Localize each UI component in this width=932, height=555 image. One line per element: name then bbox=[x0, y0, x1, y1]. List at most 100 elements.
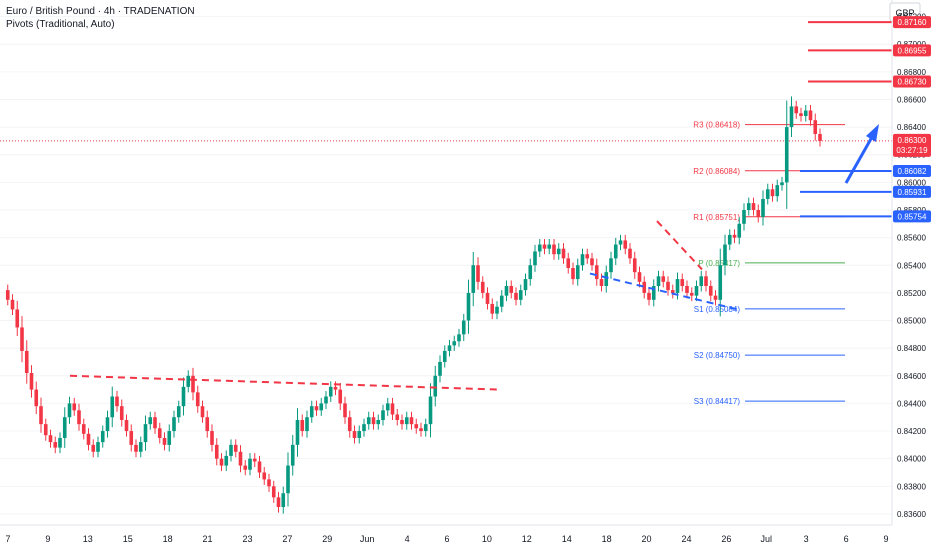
candle bbox=[233, 439, 238, 458]
candle bbox=[143, 415, 148, 451]
candle-body bbox=[651, 285, 656, 300]
price-tick-label: 0.84400 bbox=[897, 399, 926, 408]
candle-body bbox=[746, 203, 751, 210]
candle bbox=[24, 340, 29, 384]
candle bbox=[157, 422, 162, 444]
candle-body bbox=[395, 414, 400, 420]
candle bbox=[723, 234, 727, 276]
candle bbox=[347, 410, 352, 438]
candle-body bbox=[775, 185, 780, 197]
candle-body bbox=[286, 465, 290, 494]
candle bbox=[599, 273, 604, 292]
candle bbox=[632, 251, 637, 279]
candle-body bbox=[803, 110, 808, 117]
candle bbox=[305, 410, 309, 438]
candle-body bbox=[53, 442, 58, 448]
candle bbox=[670, 284, 675, 299]
pivot-lines: R3 (0.86418) R2 (0.86084) R1 (0.85751) P (0… bbox=[693, 121, 845, 406]
price-tag-bg bbox=[893, 16, 931, 29]
candle-body bbox=[376, 420, 381, 425]
candle bbox=[357, 425, 362, 444]
candle bbox=[338, 382, 343, 411]
candle-body bbox=[157, 428, 162, 438]
candle bbox=[585, 248, 590, 264]
price-tick-label: 0.86400 bbox=[897, 123, 926, 132]
candle-body bbox=[761, 198, 765, 217]
candle bbox=[134, 439, 138, 458]
candle-body bbox=[314, 406, 319, 411]
candle-body bbox=[780, 182, 784, 186]
candle-body bbox=[485, 292, 490, 304]
candle-body bbox=[105, 417, 110, 432]
candle-body bbox=[818, 134, 822, 141]
candle-body bbox=[556, 248, 561, 255]
candle-body bbox=[200, 406, 205, 418]
candle-body bbox=[86, 433, 91, 445]
time-axis[interactable]: 7 9 13 15 18 21 23 27 29 Jun 4 6 10 12 14 18 20 24 26 Jul 3 6… bbox=[0, 524, 892, 544]
candle bbox=[732, 229, 737, 244]
price-tag-label: 0.86082 bbox=[898, 167, 927, 176]
candle bbox=[10, 294, 15, 315]
time-tick-label: 7 bbox=[5, 534, 10, 544]
candle bbox=[590, 252, 594, 271]
candle bbox=[376, 414, 381, 430]
candle-body bbox=[172, 417, 176, 432]
candle bbox=[789, 96, 794, 138]
candle-body bbox=[290, 444, 295, 466]
price-tick-label: 0.85000 bbox=[897, 317, 926, 326]
candle-body bbox=[770, 189, 775, 197]
candle-body bbox=[100, 431, 105, 443]
candle bbox=[276, 491, 281, 513]
candle-body bbox=[704, 276, 708, 286]
price-tick-label: 0.84800 bbox=[897, 344, 926, 353]
time-tick-label: 9 bbox=[45, 534, 50, 544]
candle-body bbox=[81, 424, 86, 434]
candle-body bbox=[789, 106, 794, 128]
candle bbox=[761, 190, 765, 226]
candle-body bbox=[29, 373, 34, 390]
price-tag-label: 0.87160 bbox=[898, 18, 927, 27]
candle-body bbox=[276, 497, 281, 508]
candle-body bbox=[300, 420, 305, 432]
countdown-label: 03:27:19 bbox=[896, 146, 928, 155]
candle-body bbox=[10, 299, 15, 310]
candle bbox=[552, 239, 556, 260]
candle bbox=[803, 105, 808, 122]
candle-body bbox=[324, 396, 328, 404]
candle bbox=[476, 257, 480, 290]
candle-body bbox=[447, 345, 452, 351]
candle bbox=[58, 432, 62, 454]
candle-body bbox=[566, 258, 571, 269]
time-tick-label: 23 bbox=[242, 534, 252, 544]
candle bbox=[281, 486, 286, 514]
candle-body bbox=[623, 240, 628, 249]
candle-body bbox=[514, 292, 518, 300]
candle-body bbox=[599, 279, 604, 286]
candle bbox=[818, 128, 822, 147]
candle-body bbox=[233, 444, 238, 452]
candle bbox=[746, 197, 751, 216]
candle bbox=[219, 453, 224, 472]
candle bbox=[485, 287, 490, 310]
candle bbox=[248, 453, 252, 476]
candle-body bbox=[732, 234, 737, 238]
candle-body bbox=[509, 285, 514, 293]
candle-body bbox=[609, 258, 613, 273]
candle bbox=[661, 270, 666, 288]
candle bbox=[704, 270, 708, 292]
candle-body bbox=[24, 350, 29, 374]
time-tick-label: 12 bbox=[522, 534, 532, 544]
candle-body bbox=[528, 265, 533, 280]
pivot-label: P (0.85417) bbox=[698, 259, 740, 268]
candle-body bbox=[381, 410, 385, 420]
candle-body bbox=[362, 424, 366, 432]
candle bbox=[343, 396, 347, 424]
price-tick-label: 0.86800 bbox=[897, 68, 926, 77]
price-tag-bg bbox=[893, 185, 931, 198]
price-tick-label: 0.85400 bbox=[897, 261, 926, 270]
candle bbox=[214, 438, 219, 466]
candle-body bbox=[713, 295, 718, 300]
candle-body bbox=[471, 265, 476, 293]
